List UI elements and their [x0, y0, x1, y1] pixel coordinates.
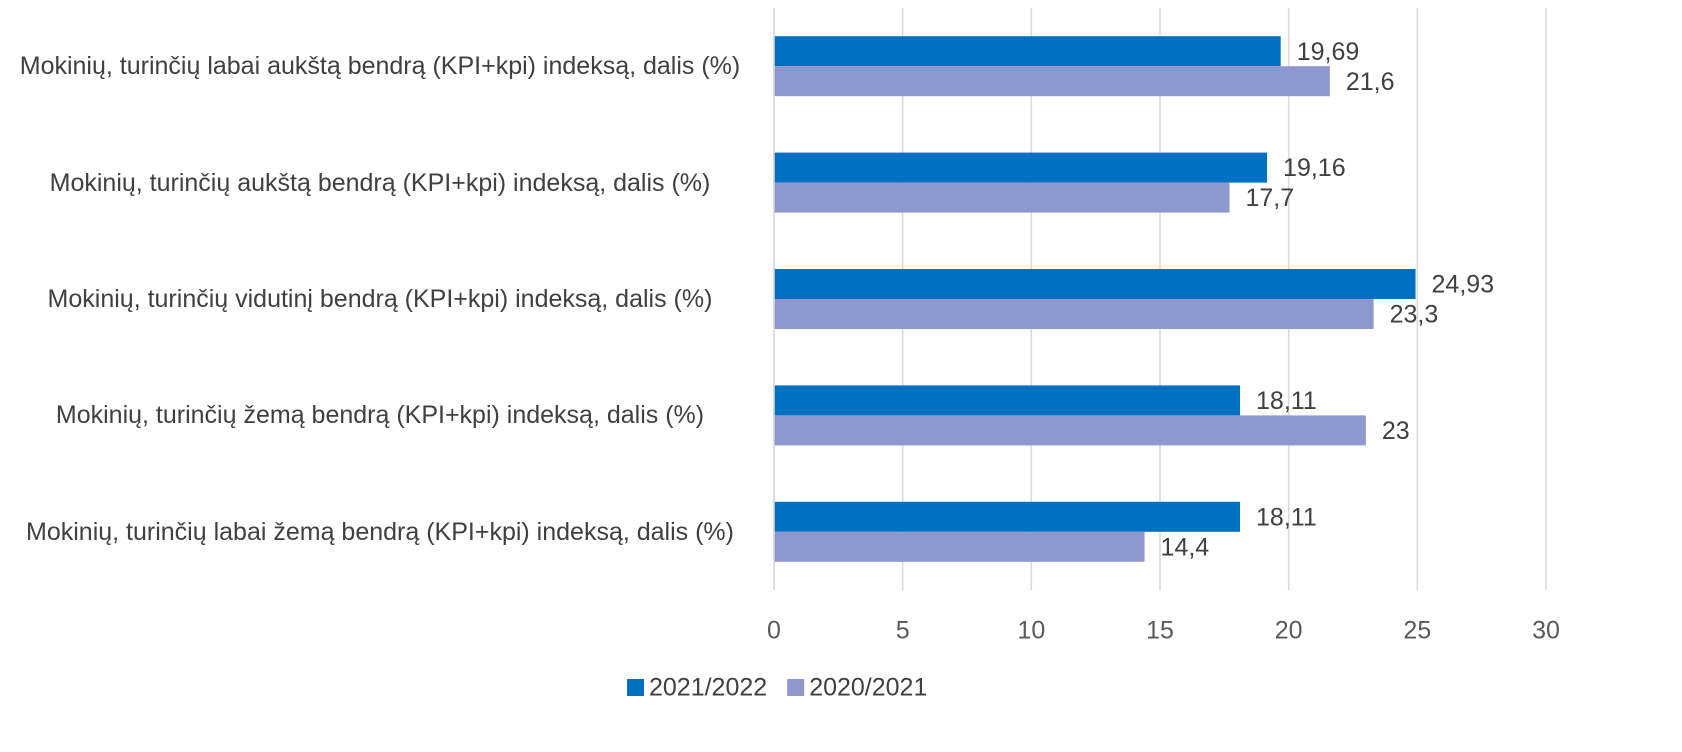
category-label: Mokinių, turinčių žemą bendrą (KPI+kpi) … — [55, 401, 705, 430]
legend-swatch — [627, 679, 644, 696]
legend-swatch — [787, 679, 805, 696]
x-tick-label: 10 — [1017, 617, 1045, 645]
x-tick-label: 30 — [1532, 617, 1560, 645]
data-label: 18,11 — [1256, 503, 1317, 531]
x-tick-label: 15 — [1146, 617, 1174, 645]
bar — [774, 531, 1145, 562]
bar — [774, 66, 1330, 97]
data-label: 24,93 — [1432, 271, 1495, 299]
bar — [774, 385, 1241, 416]
bar — [774, 152, 1268, 183]
data-label: 21,6 — [1346, 68, 1395, 96]
legend-label: 2021/2022 — [649, 674, 767, 702]
bar — [774, 415, 1366, 446]
category-label: Mokinių, turinčių vidutinį bendrą (KPI+k… — [47, 285, 713, 313]
bar — [774, 36, 1281, 67]
x-tick-label: 20 — [1275, 617, 1303, 645]
bar — [774, 182, 1230, 213]
data-label: 17,7 — [1245, 184, 1294, 212]
legend-label: 2020/2021 — [809, 674, 927, 702]
data-label: 23,3 — [1390, 301, 1439, 329]
data-label: 18,11 — [1256, 387, 1317, 415]
bar — [774, 299, 1374, 329]
data-label: 23 — [1382, 417, 1410, 445]
category-label: Mokinių, turinčių aukštą bendrą (KPI+kpi… — [49, 168, 711, 197]
category-label: Mokinių, turinčių labai aukštą bendrą (K… — [19, 52, 741, 81]
x-tick-label: 25 — [1403, 617, 1431, 645]
category-label: Mokinių, turinčių labai žemą bendrą (KPI… — [26, 517, 734, 546]
data-label: 19,16 — [1283, 154, 1346, 182]
bar — [774, 269, 1416, 299]
x-tick-label: 5 — [896, 617, 910, 645]
x-tick-label: 0 — [767, 617, 781, 645]
bar — [774, 501, 1241, 532]
data-label: 14,4 — [1161, 533, 1210, 561]
data-label: 19,69 — [1297, 38, 1360, 66]
